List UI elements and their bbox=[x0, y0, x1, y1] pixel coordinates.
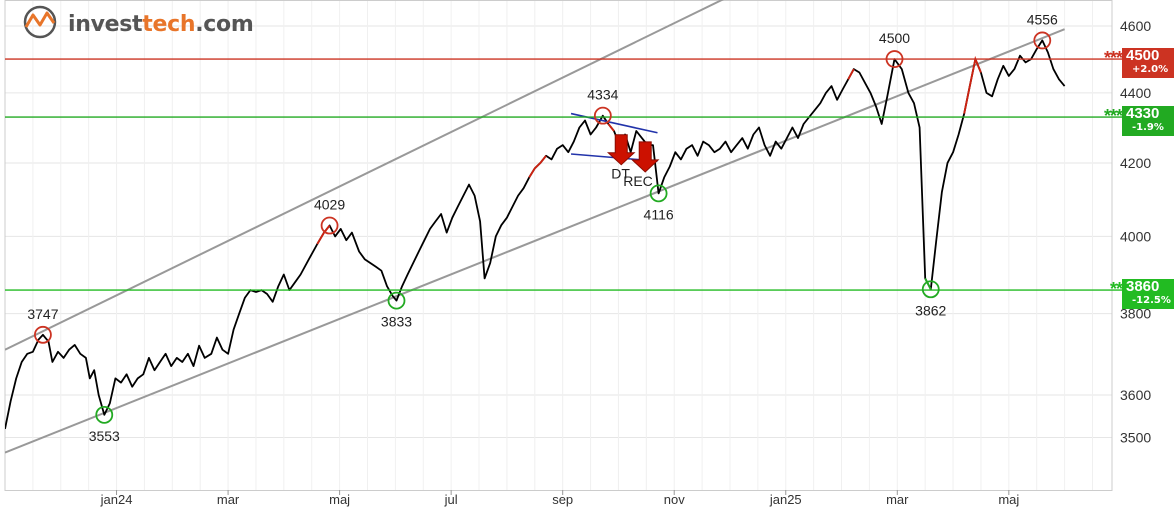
price-signal-segment bbox=[607, 123, 615, 132]
x-tick-label: maj bbox=[329, 492, 350, 507]
x-tick-label: jul bbox=[444, 492, 458, 507]
top-marker bbox=[1033, 31, 1052, 50]
price-signal-segment bbox=[924, 277, 932, 290]
extremum-label: 3833 bbox=[381, 314, 412, 330]
annotations: 3747 3553 4029 3833 4334 4116 4500 3862 4556 DTRE… bbox=[5, 11, 1174, 444]
level-stars: ** bbox=[1109, 279, 1123, 300]
extremum-label: 4029 bbox=[314, 197, 345, 213]
investtech-logo-icon bbox=[20, 5, 62, 44]
extremum-label: 4334 bbox=[587, 87, 618, 103]
signal-label: REC bbox=[623, 173, 653, 189]
top-marker bbox=[593, 106, 612, 125]
bottom-marker bbox=[387, 291, 406, 310]
y-tick-label: 4600 bbox=[1120, 18, 1151, 34]
grid bbox=[5, 0, 1112, 490]
extremum-label: 3862 bbox=[915, 302, 946, 318]
plot-frame bbox=[4, 0, 1113, 491]
level-value: 4500 bbox=[1126, 47, 1160, 65]
level-badge: 3860 -12.5% bbox=[1122, 278, 1174, 310]
level-percent: -12.5% bbox=[1132, 295, 1171, 307]
x-tick-label: mar bbox=[886, 492, 909, 507]
axes: 3500 3600 3800 4000 4200 4400 4600 jan24 mar maj j… bbox=[100, 18, 1152, 507]
price-signal-segment bbox=[963, 55, 982, 114]
brand-part-tech: tech bbox=[142, 11, 196, 37]
brand-part-domain: .com bbox=[195, 11, 254, 37]
x-tick-label: sep bbox=[552, 492, 573, 507]
y-tick-label: 4200 bbox=[1120, 155, 1151, 171]
trend-channel-line bbox=[5, 28, 1065, 454]
bottom-marker bbox=[95, 405, 114, 424]
trend-channel-line bbox=[5, 0, 725, 351]
level-percent: +2.0% bbox=[1132, 64, 1169, 76]
x-tick-label: nov bbox=[664, 492, 685, 507]
brand-logo[interactable]: investtech.com bbox=[20, 5, 254, 44]
level-stars: *** bbox=[1103, 48, 1123, 69]
level-badge: 4500 +2.0% bbox=[1122, 47, 1174, 79]
price-signal-segment bbox=[528, 155, 547, 178]
level-value: 4330 bbox=[1126, 105, 1160, 123]
brand-name: investtech.com bbox=[68, 11, 254, 37]
sell-signal-arrow bbox=[630, 141, 660, 173]
extremum-label: 4500 bbox=[879, 30, 910, 46]
y-tick-label: 3800 bbox=[1120, 306, 1151, 322]
extremum-label: 3553 bbox=[89, 428, 120, 444]
top-marker bbox=[320, 216, 339, 235]
x-tick-label: jan25 bbox=[769, 492, 802, 507]
brand-part-invest: invest bbox=[68, 11, 143, 37]
level-value: 3860 bbox=[1126, 278, 1160, 296]
level-badge: 4330 -1.9% bbox=[1122, 105, 1174, 137]
x-tick-label: jan24 bbox=[100, 492, 133, 507]
y-tick-label: 4000 bbox=[1120, 228, 1151, 244]
extremum-label: 4556 bbox=[1027, 11, 1058, 27]
signal-label: DT bbox=[611, 166, 630, 182]
sell-signal-arrow bbox=[606, 134, 636, 166]
top-marker bbox=[34, 325, 52, 344]
y-tick-label: 4400 bbox=[1120, 85, 1151, 101]
top-marker bbox=[885, 50, 904, 68]
extremum-label: 4116 bbox=[644, 206, 674, 222]
level-stars: *** bbox=[1103, 106, 1123, 127]
price-signal-segment bbox=[847, 68, 855, 80]
bottom-marker bbox=[921, 280, 940, 299]
price-signal-segment bbox=[316, 224, 331, 245]
plot-area bbox=[5, 0, 1066, 454]
x-tick-label: maj bbox=[998, 492, 1019, 507]
level-percent: -1.9% bbox=[1132, 122, 1164, 134]
x-tick-label: mar bbox=[217, 492, 240, 507]
extremum-label: 3747 bbox=[27, 306, 58, 322]
y-tick-label: 3600 bbox=[1120, 387, 1151, 403]
y-tick-label: 3500 bbox=[1120, 429, 1151, 445]
bottom-marker bbox=[649, 184, 668, 203]
